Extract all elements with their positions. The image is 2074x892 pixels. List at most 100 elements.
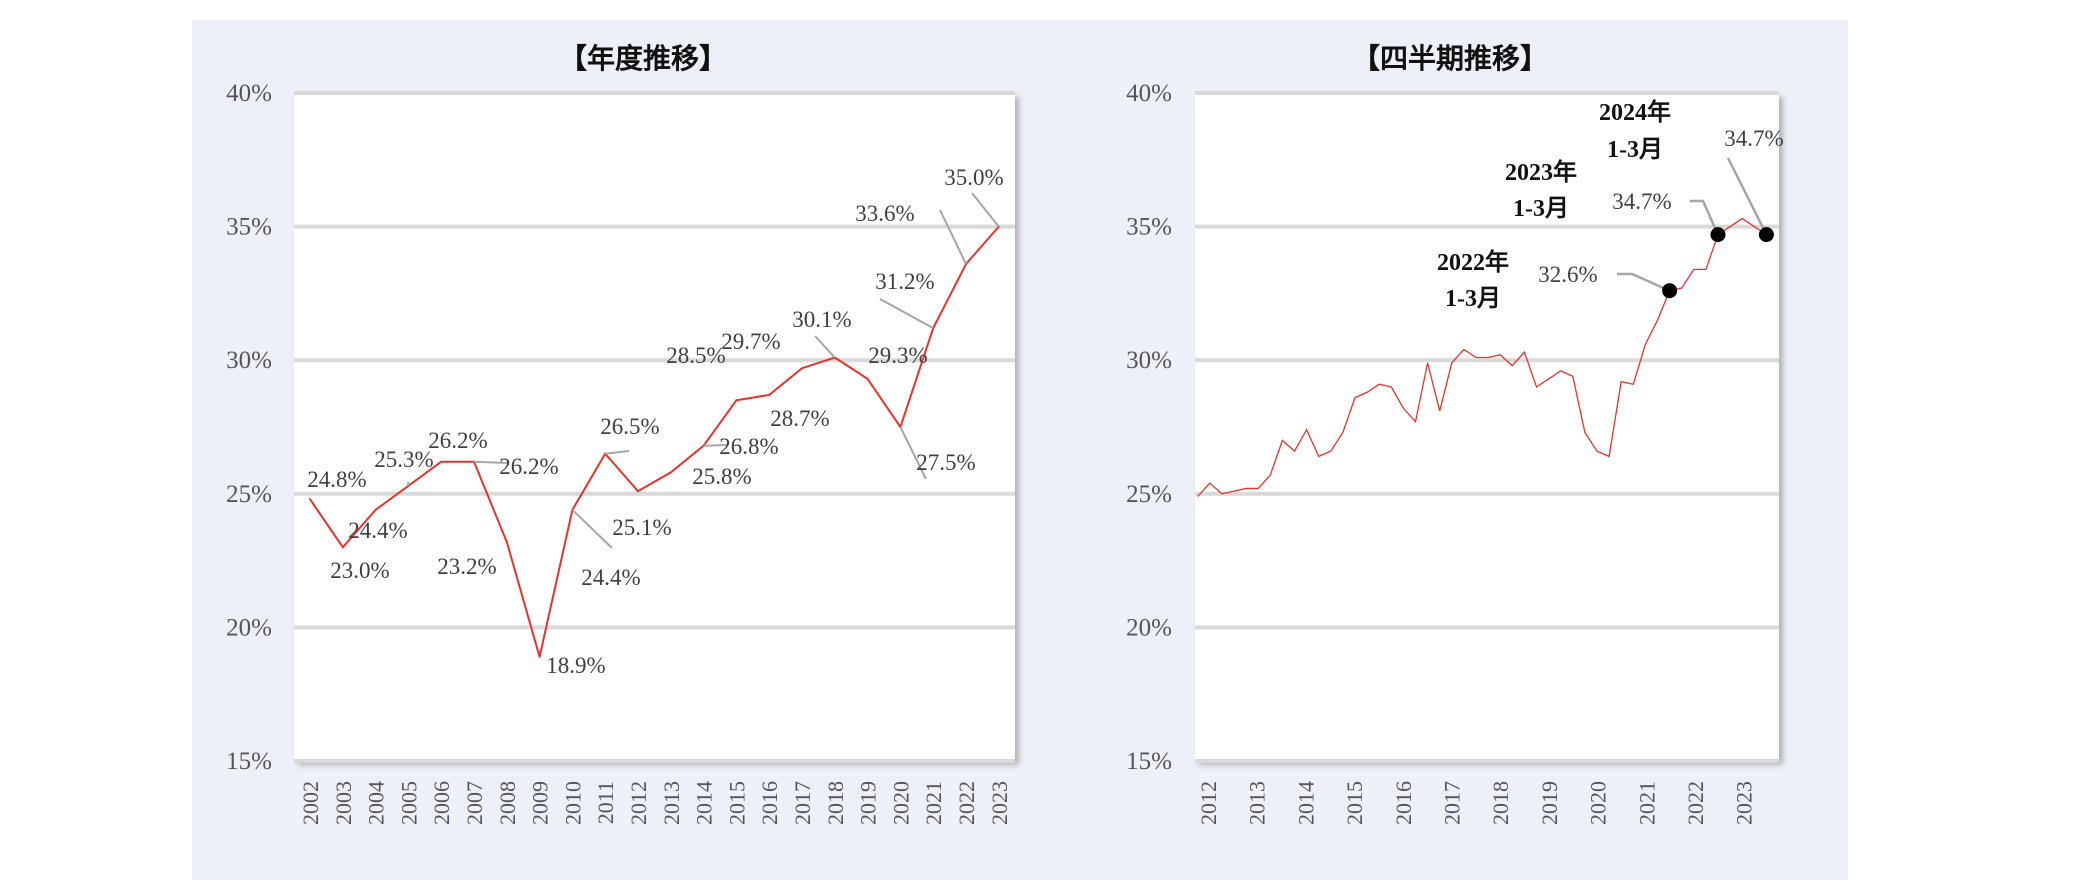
annual-x-tick-label: 2006 (429, 781, 454, 825)
quarterly-plot-area (1195, 93, 1779, 761)
annual-y-tick-label: 25% (226, 481, 272, 508)
quarterly-label-leader (1726, 157, 1768, 236)
annual-data-point (801, 367, 803, 370)
annual-y-tick-label: 40% (226, 80, 272, 107)
quarterly-value-label: 32.6% (1538, 262, 1597, 287)
quarterly-chart-title: 【四半期推移】 (1352, 42, 1548, 75)
annual-data-label: 25.3% (374, 447, 433, 472)
annual-data-label: 28.7% (770, 406, 829, 431)
annual-x-tick-label: 2009 (528, 781, 553, 825)
quarterly-value-label: 34.7% (1612, 189, 1671, 214)
quarterly-chart: 15% 20% 25% 30% 35% 40% 2012 2013 2014 2015 2016 20… (1126, 80, 1784, 825)
annual-chart: 15% 20% 25% 30% 35% 40% 2002 2003 2004 2005 2006 20… (226, 80, 1015, 825)
annual-data-label: 28.5% (666, 343, 725, 368)
quarterly-x-tick-label: 2013 (1245, 781, 1270, 825)
annual-x-tick-label: 2023 (987, 781, 1012, 825)
annual-label-leader (971, 192, 1000, 228)
annual-label-leader (571, 509, 613, 549)
annual-y-tick-label: 20% (226, 614, 272, 641)
annual-data-point (637, 490, 639, 493)
annual-data-label: 35.0% (944, 165, 1003, 190)
quarterly-x-tick-label: 2012 (1196, 781, 1221, 825)
quarterly-highlight-marker (1758, 227, 1774, 243)
annual-x-tick-label: 2015 (724, 781, 749, 825)
annual-data-label: 24.4% (581, 565, 640, 590)
annual-data-label: 29.3% (868, 343, 927, 368)
annual-x-tick-label: 2003 (331, 781, 356, 825)
annual-data-label: 18.9% (546, 653, 605, 678)
annual-x-tick-label: 2010 (560, 781, 585, 825)
annual-label-leader (605, 450, 630, 455)
annual-data-label: 23.0% (330, 558, 389, 583)
quarterly-y-tick-label: 25% (1126, 481, 1172, 508)
annual-data-label: 33.6% (855, 201, 914, 226)
quarterly-highlight-marker (1662, 283, 1678, 299)
quarterly-y-tick-label: 40% (1126, 80, 1172, 107)
quarterly-period-label: 2024年 (1599, 98, 1671, 126)
annual-x-tick-label: 2012 (626, 781, 651, 825)
annual-x-tick-label: 2013 (659, 781, 684, 825)
annual-label-leader (879, 298, 934, 330)
annual-x-tick-label: 2018 (823, 781, 848, 825)
quarterly-value-label: 34.7% (1724, 126, 1783, 151)
annual-data-label: 30.1% (792, 307, 851, 332)
quarterly-period-label: 2022年 (1437, 248, 1509, 276)
annual-data-point (440, 460, 443, 463)
annual-data-label: 31.2% (875, 269, 934, 294)
annual-x-tick-label: 2017 (790, 781, 815, 825)
annual-data-label: 26.2% (428, 428, 487, 453)
annual-plot-area (294, 93, 1015, 761)
annual-data-point (374, 508, 377, 511)
annual-data-label: 24.8% (307, 467, 366, 492)
quarterly-x-tick-label: 2018 (1488, 781, 1513, 825)
annual-x-tick-label: 2004 (364, 781, 389, 825)
annual-label-leader (899, 426, 927, 480)
annual-data-point (341, 546, 344, 549)
quarterly-y-tick-label: 20% (1126, 614, 1172, 641)
quarterly-y-tick-label: 15% (1126, 748, 1172, 775)
annual-x-tick-label: 2002 (298, 781, 323, 825)
annual-series-line (309, 225, 1000, 658)
annual-x-tick-label: 2007 (462, 781, 487, 825)
quarterly-y-tick-label: 35% (1126, 214, 1172, 241)
quarterly-x-tick-label: 2015 (1342, 781, 1367, 825)
annual-y-tick-label: 15% (226, 748, 272, 775)
annual-data-label: 26.2% (499, 454, 558, 479)
annual-x-tick-label: 2020 (888, 781, 913, 825)
annual-label-leader (814, 335, 836, 359)
annual-x-tick-label: 2019 (856, 781, 881, 825)
annual-data-point (768, 393, 771, 396)
quarterly-period-label: 1-3月 (1607, 137, 1663, 163)
annual-label-leader (473, 460, 509, 464)
annual-x-tick-label: 2005 (396, 781, 421, 825)
annual-data-point (669, 471, 672, 474)
annual-data-point (866, 377, 869, 380)
quarterly-period-label: 1-3月 (1445, 286, 1501, 312)
annual-data-point (538, 655, 541, 658)
annual-chart-title: 【年度推移】 (559, 42, 727, 75)
annual-data-label: 23.2% (437, 554, 496, 579)
annual-data-point (505, 540, 508, 543)
quarterly-x-tick-label: 2020 (1586, 781, 1611, 825)
annual-x-tick-label: 2021 (921, 781, 946, 825)
quarterly-label-leader (1617, 272, 1671, 292)
annual-data-label: 27.5% (916, 450, 975, 475)
quarterly-x-tick-label: 2022 (1683, 781, 1708, 825)
annual-y-tick-label: 35% (226, 214, 272, 241)
quarterly-y-tick-label: 30% (1126, 347, 1172, 374)
annual-x-tick-label: 2011 (593, 781, 618, 824)
quarterly-x-tick-label: 2023 (1732, 781, 1757, 825)
quarterly-x-tick-label: 2016 (1391, 781, 1416, 825)
quarterly-x-tick-label: 2014 (1293, 781, 1318, 825)
annual-data-label: 24.4% (348, 518, 407, 543)
annual-x-tick-label: 2014 (692, 781, 717, 825)
annual-x-tick-label: 2022 (954, 781, 979, 825)
quarterly-x-tick-label: 2021 (1634, 781, 1659, 825)
annual-data-point (309, 498, 311, 501)
annual-x-tick-label: 2008 (495, 781, 520, 825)
annual-x-tick-label: 2016 (757, 781, 782, 825)
annual-data-label: 29.7% (721, 329, 780, 354)
annual-data-label: 25.1% (612, 515, 671, 540)
annual-y-tick-label: 30% (226, 347, 272, 374)
quarterly-highlight-marker (1710, 227, 1726, 243)
